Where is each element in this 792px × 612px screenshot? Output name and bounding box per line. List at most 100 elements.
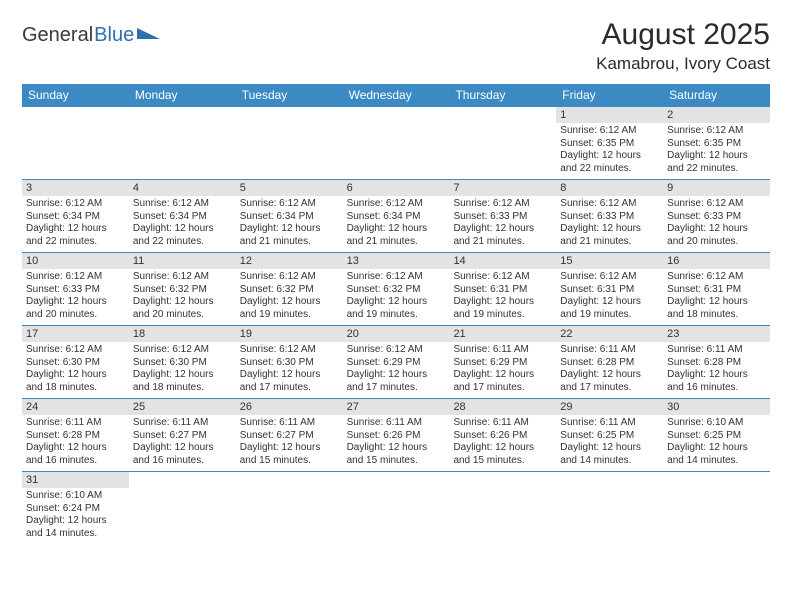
day-details: Sunrise: 6:12 AMSunset: 6:34 PMDaylight:… [129,196,236,251]
day-details: Sunrise: 6:12 AMSunset: 6:33 PMDaylight:… [556,196,663,251]
empty-cell [343,107,450,179]
day-cell: 16Sunrise: 6:12 AMSunset: 6:31 PMDayligh… [663,253,770,325]
dow-fri: Friday [556,84,663,107]
day-cell: 5Sunrise: 6:12 AMSunset: 6:34 PMDaylight… [236,180,343,252]
dow-thu: Thursday [449,84,556,107]
day-number: 20 [343,326,450,342]
day-cell: 25Sunrise: 6:11 AMSunset: 6:27 PMDayligh… [129,399,236,471]
day-cell: 14Sunrise: 6:12 AMSunset: 6:31 PMDayligh… [449,253,556,325]
day-details: Sunrise: 6:12 AMSunset: 6:31 PMDaylight:… [449,269,556,324]
empty-cell [22,107,129,179]
day-details: Sunrise: 6:12 AMSunset: 6:31 PMDaylight:… [556,269,663,324]
day-details: Sunrise: 6:10 AMSunset: 6:25 PMDaylight:… [663,415,770,470]
day-number: 19 [236,326,343,342]
day-number [343,107,450,123]
month-title: August 2025 [596,18,770,52]
day-cell: 10Sunrise: 6:12 AMSunset: 6:33 PMDayligh… [22,253,129,325]
day-cell: 11Sunrise: 6:12 AMSunset: 6:32 PMDayligh… [129,253,236,325]
day-cell: 7Sunrise: 6:12 AMSunset: 6:33 PMDaylight… [449,180,556,252]
day-number: 23 [663,326,770,342]
day-number [129,472,236,488]
day-details: Sunrise: 6:12 AMSunset: 6:32 PMDaylight:… [236,269,343,324]
day-number: 27 [343,399,450,415]
day-cell: 23Sunrise: 6:11 AMSunset: 6:28 PMDayligh… [663,326,770,398]
day-number: 3 [22,180,129,196]
day-number [449,107,556,123]
day-number [556,472,663,488]
day-details: Sunrise: 6:11 AMSunset: 6:28 PMDaylight:… [556,342,663,397]
day-details: Sunrise: 6:10 AMSunset: 6:24 PMDaylight:… [22,488,129,543]
day-details: Sunrise: 6:11 AMSunset: 6:27 PMDaylight:… [236,415,343,470]
day-number: 25 [129,399,236,415]
day-cell: 20Sunrise: 6:12 AMSunset: 6:29 PMDayligh… [343,326,450,398]
week-row: 31Sunrise: 6:10 AMSunset: 6:24 PMDayligh… [22,472,770,544]
day-number: 6 [343,180,450,196]
logo-flag-icon [136,27,162,45]
day-cell: 21Sunrise: 6:11 AMSunset: 6:29 PMDayligh… [449,326,556,398]
day-details: Sunrise: 6:12 AMSunset: 6:30 PMDaylight:… [129,342,236,397]
day-number: 28 [449,399,556,415]
day-number: 18 [129,326,236,342]
day-cell: 6Sunrise: 6:12 AMSunset: 6:34 PMDaylight… [343,180,450,252]
location: Kamabrou, Ivory Coast [596,54,770,74]
day-number: 4 [129,180,236,196]
day-number: 1 [556,107,663,123]
day-details: Sunrise: 6:12 AMSunset: 6:30 PMDaylight:… [22,342,129,397]
week-row: 1Sunrise: 6:12 AMSunset: 6:35 PMDaylight… [22,107,770,180]
day-cell: 22Sunrise: 6:11 AMSunset: 6:28 PMDayligh… [556,326,663,398]
day-cell: 12Sunrise: 6:12 AMSunset: 6:32 PMDayligh… [236,253,343,325]
day-details: Sunrise: 6:12 AMSunset: 6:33 PMDaylight:… [663,196,770,251]
empty-cell [129,472,236,544]
day-cell: 9Sunrise: 6:12 AMSunset: 6:33 PMDaylight… [663,180,770,252]
week-row: 10Sunrise: 6:12 AMSunset: 6:33 PMDayligh… [22,253,770,326]
day-cell: 3Sunrise: 6:12 AMSunset: 6:34 PMDaylight… [22,180,129,252]
day-number: 16 [663,253,770,269]
day-details: Sunrise: 6:11 AMSunset: 6:26 PMDaylight:… [449,415,556,470]
day-details: Sunrise: 6:12 AMSunset: 6:30 PMDaylight:… [236,342,343,397]
day-number [343,472,450,488]
day-number [129,107,236,123]
day-cell: 24Sunrise: 6:11 AMSunset: 6:28 PMDayligh… [22,399,129,471]
day-number: 12 [236,253,343,269]
day-details: Sunrise: 6:12 AMSunset: 6:34 PMDaylight:… [236,196,343,251]
empty-cell [236,107,343,179]
dow-sun: Sunday [22,84,129,107]
day-number: 9 [663,180,770,196]
empty-cell [343,472,450,544]
empty-cell [449,107,556,179]
day-cell: 28Sunrise: 6:11 AMSunset: 6:26 PMDayligh… [449,399,556,471]
day-details: Sunrise: 6:11 AMSunset: 6:28 PMDaylight:… [663,342,770,397]
day-number: 10 [22,253,129,269]
logo: GeneralBlue [22,18,162,47]
day-details: Sunrise: 6:12 AMSunset: 6:29 PMDaylight:… [343,342,450,397]
calendar: Sunday Monday Tuesday Wednesday Thursday… [22,84,770,544]
day-number: 22 [556,326,663,342]
day-cell: 29Sunrise: 6:11 AMSunset: 6:25 PMDayligh… [556,399,663,471]
day-number: 26 [236,399,343,415]
day-details: Sunrise: 6:12 AMSunset: 6:31 PMDaylight:… [663,269,770,324]
day-number: 24 [22,399,129,415]
week-row: 3Sunrise: 6:12 AMSunset: 6:34 PMDaylight… [22,180,770,253]
day-cell: 8Sunrise: 6:12 AMSunset: 6:33 PMDaylight… [556,180,663,252]
day-number: 8 [556,180,663,196]
day-details: Sunrise: 6:12 AMSunset: 6:32 PMDaylight:… [129,269,236,324]
day-details: Sunrise: 6:11 AMSunset: 6:27 PMDaylight:… [129,415,236,470]
day-cell: 30Sunrise: 6:10 AMSunset: 6:25 PMDayligh… [663,399,770,471]
day-details: Sunrise: 6:11 AMSunset: 6:25 PMDaylight:… [556,415,663,470]
day-number [236,107,343,123]
dow-tue: Tuesday [236,84,343,107]
day-number: 13 [343,253,450,269]
header: GeneralBlue August 2025 Kamabrou, Ivory … [22,18,770,74]
day-number: 29 [556,399,663,415]
dow-wed: Wednesday [343,84,450,107]
day-details: Sunrise: 6:12 AMSunset: 6:33 PMDaylight:… [22,269,129,324]
week-row: 24Sunrise: 6:11 AMSunset: 6:28 PMDayligh… [22,399,770,472]
day-number: 7 [449,180,556,196]
day-number: 31 [22,472,129,488]
day-details: Sunrise: 6:12 AMSunset: 6:35 PMDaylight:… [663,123,770,178]
day-cell: 13Sunrise: 6:12 AMSunset: 6:32 PMDayligh… [343,253,450,325]
day-cell: 15Sunrise: 6:12 AMSunset: 6:31 PMDayligh… [556,253,663,325]
logo-text-2: Blue [94,24,134,47]
day-details: Sunrise: 6:12 AMSunset: 6:34 PMDaylight:… [22,196,129,251]
empty-cell [129,107,236,179]
